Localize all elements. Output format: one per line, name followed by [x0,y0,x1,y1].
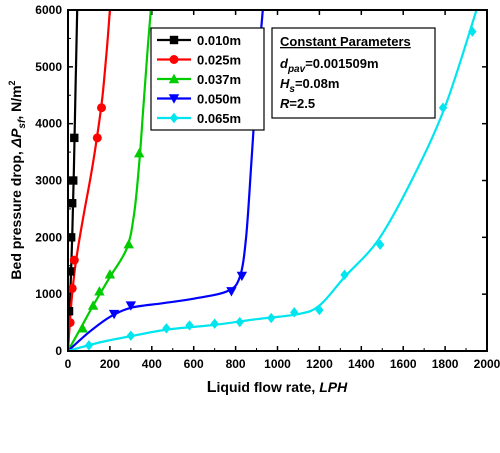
x-axis-title-lead: L [207,379,217,396]
parameters-box: Constant Parameters dpav=0.001509mHs=0.0… [271,27,436,119]
legend-label: 0.050m [197,92,241,107]
data-point-4 [162,323,171,334]
legend-label: 0.037m [197,72,241,87]
data-point-4 [210,318,219,329]
x-tick-label: 0 [65,357,72,371]
legend-marker [169,112,179,124]
x-axis-title-main: iquid flow rate, [217,379,320,395]
parameters-heading: Constant Parameters [280,34,411,49]
data-point-0 [68,307,74,316]
data-point-4 [267,312,276,324]
x-tick-label: 800 [226,357,246,371]
y-axis-title-symbol: ΔP [8,128,24,148]
y-axis-title-superscript: 2 [7,80,17,85]
legend: 0.010m 0.025m 0.037m 0.050m 0.065m [150,27,265,131]
data-point-0 [68,233,76,242]
x-tick-label: 2000 [474,357,500,371]
data-point-4 [185,320,194,331]
x-tick-label: 1200 [306,357,333,371]
data-point-3 [125,301,137,311]
x-tick-label: 1400 [348,357,375,371]
data-point-0 [68,267,75,276]
data-point-2 [134,148,145,158]
tick-labels: 0 200 400 600 800 1000 1200 1400 1600 1800 2000 0 10… [35,3,500,371]
x-axis-title-unit: LPH [319,379,348,395]
data-point-4 [290,307,299,318]
legend-marker [169,35,179,45]
x-axis-title: Liquid flow rate, LPH [207,379,348,396]
data-point-4 [438,102,448,113]
legend-label: 0.025m [197,53,241,68]
series-line-2 [68,10,152,351]
x-tick-label: 1800 [432,357,459,371]
data-point-4 [84,340,94,351]
data-point-0 [70,133,79,143]
x-tick-label: 1600 [390,357,417,371]
y-axis-title: Bed pressure drop, ΔPsf, N/m2 [7,80,28,279]
data-point-4 [315,304,324,316]
data-point-4 [375,239,385,250]
x-tick-label: 600 [184,357,204,371]
data-point-3 [236,271,248,282]
data-point-4 [340,269,349,281]
legend-marker [168,94,180,104]
data-point-0 [69,176,78,185]
legend-label: 0.065m [197,111,241,126]
legend-marker [169,55,179,64]
data-point-4 [126,330,136,341]
data-point-2 [123,238,134,249]
plot-frame [67,9,488,352]
data-point-3 [226,287,237,297]
data-point-3 [108,309,120,320]
parameter-line: R=2.5 [280,96,315,111]
data-point-4 [235,316,244,328]
y-tick-label: 6000 [35,3,62,17]
data-point-2 [104,269,116,279]
y-axis-title-subscript: sf [17,118,28,129]
parameter-line: Hs=0.08m [280,76,339,95]
data-markers [68,26,477,351]
data-point-2 [87,300,99,310]
series-line-3 [68,10,264,351]
y-axis-title-unit: , N/m [8,85,24,119]
data-point-1 [97,103,107,113]
data-point-0 [68,199,77,208]
data-point-1 [68,318,75,328]
data-point-4 [468,26,477,37]
series-line-1 [68,10,111,351]
data-point-2 [94,286,105,296]
x-tick-label: 400 [142,357,162,371]
y-tick-label: 3000 [35,174,62,188]
parameter-line: dpav=0.001509m [280,56,379,75]
y-tick-label: 4000 [35,117,62,131]
series-line-0 [68,10,79,351]
legend-label: 0.010m [197,33,241,48]
x-tick-label: 200 [100,357,120,371]
y-axis-title-main: Bed pressure drop, [8,147,24,279]
y-tick-label: 1000 [35,287,62,301]
x-tick-label: 1000 [264,357,291,371]
y-tick-label: 5000 [35,60,62,74]
parameters-frame [271,27,436,119]
data-point-1 [92,133,102,143]
legend-marker [168,73,180,84]
data-point-1 [68,283,77,293]
data-point-2 [77,323,88,333]
y-tick-label: 2000 [35,230,62,244]
y-tick-label: 0 [55,344,62,358]
data-point-1 [69,255,79,265]
